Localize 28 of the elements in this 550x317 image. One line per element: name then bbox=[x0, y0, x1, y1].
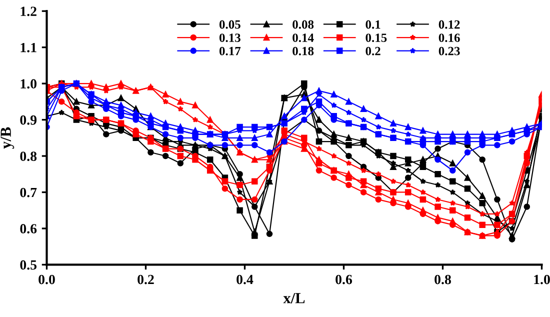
y-tick-label: 1.0 bbox=[20, 79, 36, 89]
legend-label: 0.2 bbox=[366, 46, 380, 56]
legend-label: 0.13 bbox=[219, 34, 240, 42]
y-tick-label: 0.9 bbox=[20, 115, 37, 125]
y-tick-label: 0.7 bbox=[20, 188, 37, 198]
y-axis-title: y/B bbox=[0, 127, 14, 149]
legend-label: 0.1 bbox=[366, 20, 380, 29]
legend-label: 0.23 bbox=[438, 46, 460, 56]
legend-label: 0.05 bbox=[219, 20, 240, 29]
legend-label: 0.16 bbox=[438, 34, 460, 42]
y-tick-label: 1.2 bbox=[20, 6, 36, 16]
y-tick-label: 0.5 bbox=[20, 260, 37, 270]
legend-label: 0.15 bbox=[366, 34, 387, 42]
x-axis-title: x/L bbox=[283, 293, 305, 304]
y-tick-label: 0.8 bbox=[20, 152, 37, 162]
legend-label: 0.08 bbox=[292, 20, 314, 29]
x-tick-label: 0.0 bbox=[38, 274, 55, 284]
legend-label: 0.17 bbox=[219, 46, 241, 56]
y-tick-label: 1.1 bbox=[20, 42, 36, 52]
x-tick-label: 0.8 bbox=[434, 274, 451, 284]
x-tick-label: 0.2 bbox=[138, 274, 154, 284]
legend-label: 0.18 bbox=[292, 46, 314, 56]
legend-label: 0.14 bbox=[292, 34, 314, 42]
x-tick-label: 1.0 bbox=[534, 274, 550, 284]
legend-label: 0.12 bbox=[438, 20, 460, 29]
x-tick-label: 0.6 bbox=[336, 274, 352, 284]
y-tick-label: 0.6 bbox=[20, 224, 37, 234]
x-tick-label: 0.4 bbox=[236, 274, 254, 284]
